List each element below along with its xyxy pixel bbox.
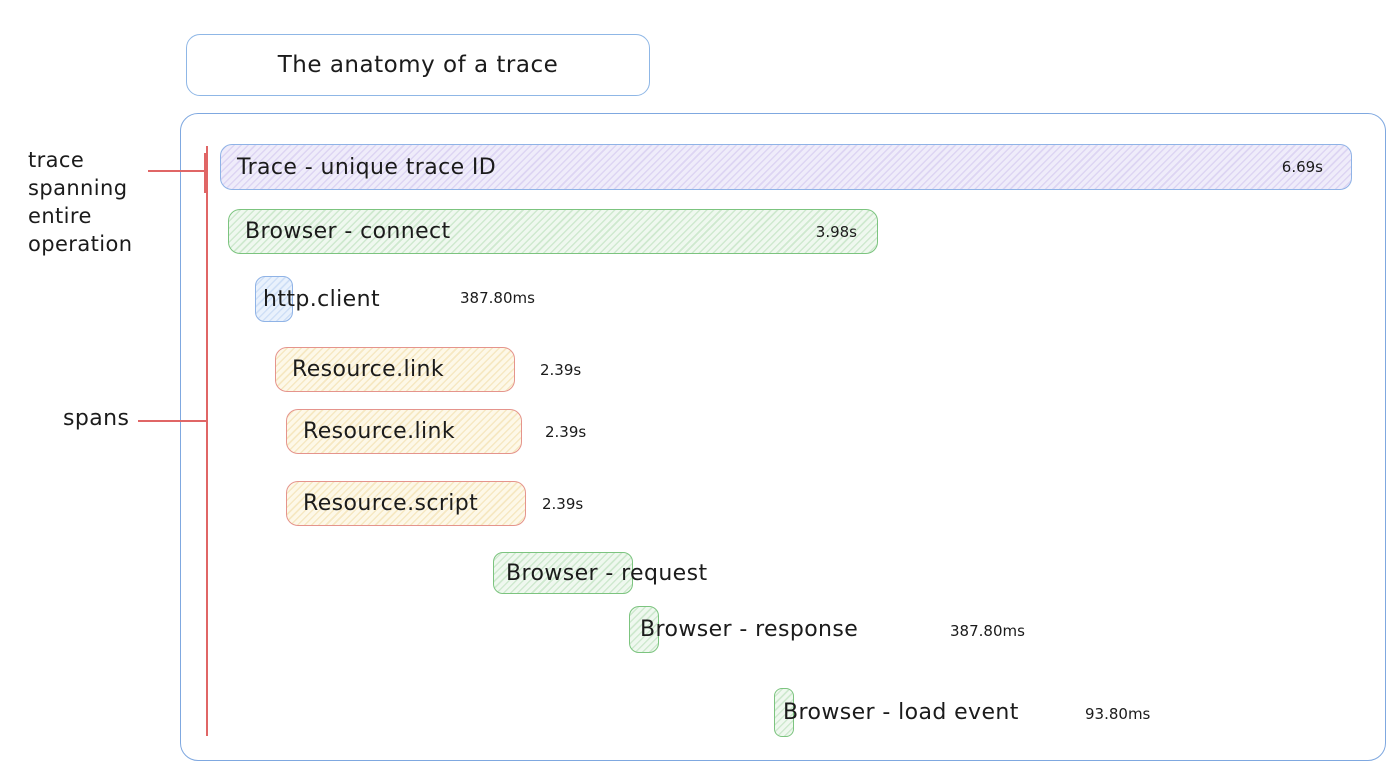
span-bar-resource-script: Resource.script [286,481,526,526]
trace-annotation-connector-tick [204,153,206,193]
annotation-line: trace [28,148,85,172]
span-duration: 2.39s [540,361,582,379]
annotation-line: operation [28,232,133,256]
span-bar-browser-load-event: Browser - load event [774,688,1018,737]
spans-annotation-connector [138,420,208,422]
span-bar-browser-connect: Browser - connect 3.98s [228,209,878,254]
span-label: Trace - unique trace ID [237,154,497,180]
span-label: Resource.link [292,357,444,382]
annotation-line: entire [28,204,92,228]
span-bar-resource-link-1: Resource.link [275,347,515,392]
title-box: The anatomy of a trace [186,34,650,96]
span-label: Browser - load event [783,700,1019,725]
annotation-line: spanning [28,176,128,200]
span-bar-resource-link-2: Resource.link [286,409,522,454]
span-bar-browser-request: Browser - request [493,552,707,594]
span-label: Browser - request [506,560,708,586]
annotation-trace-spanning: trace spanning entire operation [28,146,132,258]
trace-annotation-connector [148,170,206,172]
span-duration: 2.39s [545,423,587,441]
trace-container-box [180,113,1386,761]
span-duration: 6.69s [1281,158,1323,176]
span-duration: 93.80ms [1085,705,1151,723]
span-label: Resource.script [303,491,479,516]
span-label: Browser - connect [245,219,451,244]
annotation-spans: spans [63,406,130,431]
span-label: Browser - response [640,617,859,642]
span-duration: 387.80ms [950,622,1025,640]
span-bar-browser-response: Browser - response [629,606,858,653]
span-label: Resource.link [303,419,455,444]
span-bar-http-client: http.client [255,276,380,322]
span-label: http.client [263,286,380,312]
spans-connector-line [206,146,208,736]
span-bar-trace: Trace - unique trace ID 6.69s [220,144,1352,190]
span-duration: 387.80ms [460,289,535,307]
diagram-title: The anatomy of a trace [277,52,559,78]
span-duration: 2.39s [542,495,584,513]
span-duration: 3.98s [815,222,857,241]
